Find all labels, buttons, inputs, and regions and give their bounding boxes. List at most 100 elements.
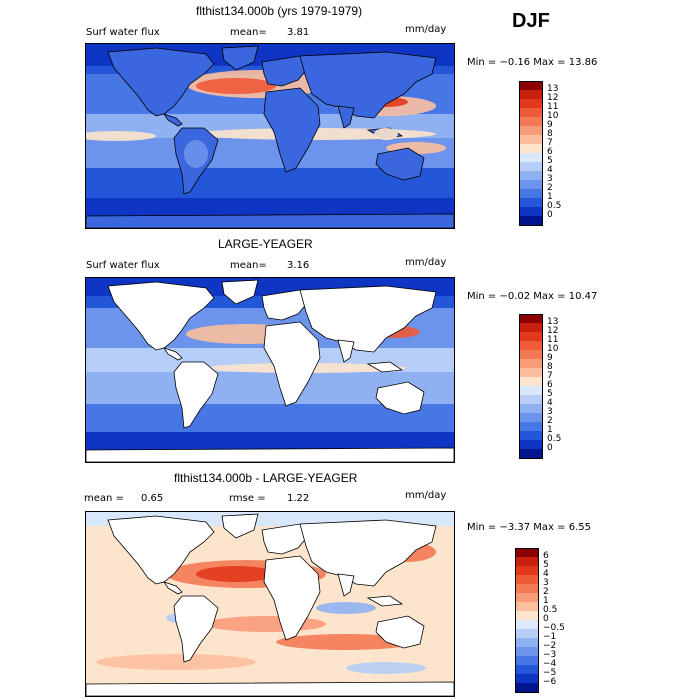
colorbar-swatch: [519, 207, 543, 216]
colorbar-swatch: [515, 620, 539, 629]
colorbar-tick-label: 2: [547, 183, 553, 193]
panel1-title: flthist134.000b (yrs 1979-1979): [196, 4, 363, 18]
continent-outline: [337, 105, 355, 129]
colorbar-tick-label: −2: [543, 641, 557, 651]
panel1-units: mm/day: [405, 24, 447, 35]
colorbar-swatch: [519, 368, 543, 377]
colorbar-swatch: [515, 665, 539, 674]
colorbar-tick-label: 4: [547, 398, 553, 408]
colorbar-tick-label: 7: [547, 138, 553, 148]
continent-outline: [86, 681, 454, 696]
colorbar-swatch: [515, 629, 539, 638]
colorbar-swatch: [519, 386, 543, 395]
colorbar-swatch: [519, 189, 543, 198]
colorbar-swatch: [519, 422, 543, 431]
panel3-title: flthist134.000b - LARGE-YEAGER: [174, 471, 358, 485]
colorbar-tick-label: 2: [543, 587, 549, 597]
colorbar-swatch: [515, 575, 539, 584]
colorbar-tick-label: 12: [547, 93, 559, 103]
panel1-min-max: Min = −0.16 Max = 13.86: [467, 57, 598, 68]
season-label: DJF: [512, 10, 550, 32]
continent-outline: [86, 213, 454, 228]
colorbar-swatch: [515, 548, 539, 558]
colorbar-tick-label: 10: [547, 111, 559, 121]
colorbar-swatch: [519, 404, 543, 413]
continent-outline: [221, 45, 259, 71]
colorbar-swatch: [519, 431, 543, 440]
panel2-min-max: Min = −0.02 Max = 10.47: [467, 291, 598, 302]
colorbar-swatch: [519, 162, 543, 171]
colorbar-swatch: [515, 611, 539, 620]
colorbar-tick-label: 5: [547, 156, 553, 166]
colorbar-swatch: [519, 377, 543, 386]
panel2-mean-label: mean=: [230, 260, 267, 271]
continent-outline: [299, 51, 437, 119]
colorbar-swatch: [519, 153, 543, 162]
colorbar-tick-label: 7: [547, 371, 553, 381]
colorbar-swatch: [519, 350, 543, 359]
colorbar-swatch: [519, 81, 543, 91]
continent-outline: [86, 447, 454, 462]
colorbar-swatch: [519, 90, 543, 99]
continent-outline: [263, 87, 321, 173]
colorbar-swatch: [519, 449, 543, 459]
colorbar-swatch: [519, 108, 543, 117]
colorbar-swatch: [519, 126, 543, 135]
continent-outline: [337, 573, 355, 597]
colorbar-swatch: [515, 584, 539, 593]
colorbar-swatch: [515, 638, 539, 647]
continent-outline: [107, 281, 215, 351]
colorbar-tick-label: 10: [547, 344, 559, 354]
continent-outline: [375, 147, 425, 181]
colorbar-swatch: [519, 117, 543, 126]
colorbar-swatch: [515, 566, 539, 575]
panel3-rmse-label: rmse =: [229, 493, 266, 504]
colorbar-tick-label: 8: [547, 129, 553, 139]
colorbar-tick-label: 3: [547, 407, 553, 417]
colorbar-tick-label: 3: [543, 578, 549, 588]
colorbar-tick-label: −3: [543, 650, 557, 660]
colorbar-swatch: [519, 359, 543, 368]
continent-outline: [163, 581, 183, 595]
colorbar-swatch: [519, 440, 543, 449]
continent-outline: [263, 321, 321, 407]
colorbar-tick-label: −5: [543, 668, 557, 678]
colorbar-tick-label: 4: [547, 165, 553, 175]
continent-outline: [107, 47, 215, 117]
colorbar-tick-label: 1: [547, 425, 553, 435]
panel1-map: [85, 43, 455, 229]
colorbar-tick-label: 0.5: [547, 201, 562, 211]
colorbar-tick-label: 5: [547, 389, 553, 399]
colorbar-swatch: [519, 314, 543, 324]
colorbar-tick-label: 11: [547, 335, 559, 345]
panel3-mean-value: 0.65: [141, 493, 164, 504]
panel2-map: [85, 277, 455, 463]
continent-outline: [221, 513, 259, 539]
colorbar-swatch: [519, 216, 543, 226]
continent-outline: [173, 361, 219, 429]
panel2-variable-label: Surf water flux: [86, 260, 160, 271]
colorbar-swatch: [515, 557, 539, 566]
continent-outline: [163, 347, 183, 361]
colorbar-tick-label: 2: [547, 416, 553, 426]
continent-outline: [375, 615, 425, 649]
panel1-variable-label: Surf water flux: [86, 27, 160, 38]
colorbar-swatch: [515, 593, 539, 602]
panel3-min-max: Min = −3.37 Max = 6.55: [467, 522, 591, 533]
colorbar-swatch: [515, 683, 539, 693]
continent-outline: [263, 555, 321, 641]
colorbar-tick-label: 0.5: [547, 434, 562, 444]
continent-outline: [375, 381, 425, 415]
continent-outline: [163, 113, 183, 127]
colorbar-tick-label: 0.5: [543, 605, 558, 615]
colorbar-swatch: [519, 99, 543, 108]
colorbar-tick-label: 5: [543, 560, 549, 570]
colorbar-tick-label: 13: [547, 84, 559, 94]
continent-outline: [366, 595, 404, 607]
continent-outline: [337, 339, 355, 363]
continent-outline: [107, 515, 215, 585]
colorbar-tick-label: 1: [547, 192, 553, 202]
colorbar-tick-label: 4: [543, 569, 549, 579]
panel3-rmse-value: 1.22: [287, 493, 310, 504]
colorbar-tick-label: −4: [543, 659, 557, 669]
